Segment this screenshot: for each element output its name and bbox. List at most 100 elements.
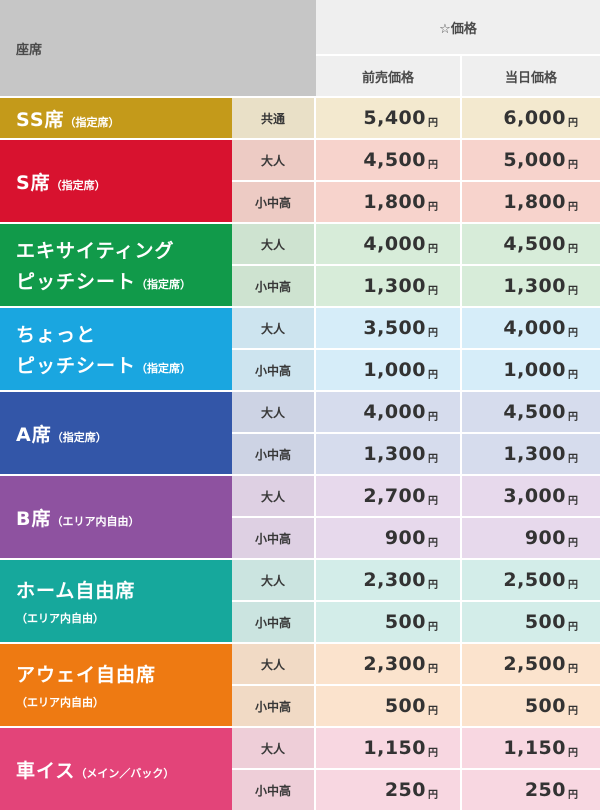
advance-price-cell: 5,400 円 <box>316 98 460 138</box>
category-cell: 小中高 <box>232 350 314 390</box>
yen-unit: 円 <box>428 117 438 129</box>
yen-unit: 円 <box>568 705 578 717</box>
seat-cell: ホーム自由席 （エリア内自由） <box>0 560 232 642</box>
price-value: 1,000 <box>503 359 566 381</box>
same-day-price-cell: 4,500 円 <box>462 224 600 264</box>
seat-name: B席 <box>16 507 52 530</box>
price-value: 500 <box>524 611 566 633</box>
category-label: 小中高 <box>254 363 291 378</box>
price-value: 500 <box>384 695 426 717</box>
seat-name: ピッチシート <box>16 271 137 293</box>
seat-name-line2: ピッチシート（指定席） <box>16 351 191 378</box>
yen-unit: 円 <box>428 705 438 717</box>
category-cell: 小中高 <box>232 770 314 810</box>
price-value: 500 <box>384 611 426 633</box>
yen-unit: 円 <box>428 537 438 549</box>
price-value: 2,500 <box>503 569 566 591</box>
same-day-price-cell: 2,500 円 <box>462 560 600 600</box>
advance-price-cell: 1,300 円 <box>316 266 460 306</box>
yen-unit: 円 <box>568 411 578 423</box>
seat-name-line1: アウェイ自由席 <box>16 660 156 687</box>
advance-price-cell: 1,000 円 <box>316 350 460 390</box>
price-value: 250 <box>524 779 566 801</box>
seat-cell: ちょっとピッチシート（指定席） <box>0 308 232 390</box>
price-value: 4,000 <box>503 317 566 339</box>
yen-unit: 円 <box>568 495 578 507</box>
yen-unit: 円 <box>568 621 578 633</box>
advance-price-cell: 1,150 円 <box>316 728 460 768</box>
same-day-price-cell: 1,150 円 <box>462 728 600 768</box>
yen-unit: 円 <box>428 285 438 297</box>
yen-unit: 円 <box>428 201 438 213</box>
seat-name: ピッチシート <box>16 355 137 377</box>
header-price-group-cell: ☆価格 <box>316 0 600 54</box>
price-value: 3,000 <box>503 485 566 507</box>
category-label: 大人 <box>260 573 285 588</box>
seat-cell: A席（指定席） <box>0 392 232 474</box>
category-label: 小中高 <box>254 699 291 714</box>
seat-name-line1: ちょっと <box>16 320 96 347</box>
seat-cell: S席（指定席） <box>0 140 232 222</box>
price-value: 1,150 <box>363 737 426 759</box>
header-seat-cell: 座席 <box>0 0 232 96</box>
yen-unit: 円 <box>568 285 578 297</box>
yen-unit: 円 <box>428 789 438 801</box>
category-label: 小中高 <box>254 615 291 630</box>
seat-name: 車イス <box>16 759 76 782</box>
seat-note: （エリア内自由） <box>16 612 104 625</box>
advance-price-cell: 1,800 円 <box>316 182 460 222</box>
seat-name-line2: （エリア内自由） <box>16 607 104 626</box>
price-value: 5,400 <box>363 107 426 129</box>
advance-price-cell: 500 円 <box>316 686 460 726</box>
category-cell: 共通 <box>232 98 314 138</box>
category-label: 大人 <box>260 237 285 252</box>
yen-unit: 円 <box>568 537 578 549</box>
category-cell: 大人 <box>232 224 314 264</box>
seat-name-line2: （エリア内自由） <box>16 691 104 710</box>
header-advance-label: 前売価格 <box>361 70 414 86</box>
yen-unit: 円 <box>568 747 578 759</box>
price-value: 1,000 <box>363 359 426 381</box>
category-cell: 小中高 <box>232 266 314 306</box>
header-same-day-cell: 当日価格 <box>462 56 600 96</box>
advance-price-cell: 1,300 円 <box>316 434 460 474</box>
header-col-divider <box>460 56 462 96</box>
category-label: 小中高 <box>254 447 291 462</box>
same-day-price-cell: 5,000 円 <box>462 140 600 180</box>
price-value: 1,800 <box>503 191 566 213</box>
header-category-cell <box>232 0 316 96</box>
seat-name-line1: エキサイティング <box>16 236 174 263</box>
price-value: 4,500 <box>503 233 566 255</box>
seat-cell: エキサイティング ピッチシート（指定席） <box>0 224 232 306</box>
seat-note: （指定席） <box>136 362 192 375</box>
advance-price-cell: 2,700 円 <box>316 476 460 516</box>
same-day-price-cell: 3,000 円 <box>462 476 600 516</box>
price-value: 1,800 <box>363 191 426 213</box>
same-day-price-cell: 4,500 円 <box>462 392 600 432</box>
category-label: 小中高 <box>254 195 291 210</box>
category-cell: 大人 <box>232 308 314 348</box>
price-value: 1,150 <box>503 737 566 759</box>
advance-price-cell: 2,300 円 <box>316 560 460 600</box>
yen-unit: 円 <box>428 243 438 255</box>
price-value: 4,500 <box>363 149 426 171</box>
price-value: 4,000 <box>363 233 426 255</box>
category-cell: 大人 <box>232 728 314 768</box>
yen-unit: 円 <box>568 327 578 339</box>
yen-unit: 円 <box>428 663 438 675</box>
yen-unit: 円 <box>568 579 578 591</box>
category-cell: 大人 <box>232 476 314 516</box>
yen-unit: 円 <box>568 789 578 801</box>
same-day-price-cell: 500 円 <box>462 602 600 642</box>
price-value: 5,000 <box>503 149 566 171</box>
category-label: 共通 <box>260 111 285 126</box>
same-day-price-cell: 6,000 円 <box>462 98 600 138</box>
advance-price-cell: 4,000 円 <box>316 392 460 432</box>
advance-price-cell: 900 円 <box>316 518 460 558</box>
category-label: 大人 <box>260 153 285 168</box>
price-value: 1,300 <box>503 275 566 297</box>
advance-price-cell: 250 円 <box>316 770 460 810</box>
header-seat-label: 座席 <box>16 42 43 58</box>
seat-cell: SS席（指定席） <box>0 98 232 138</box>
